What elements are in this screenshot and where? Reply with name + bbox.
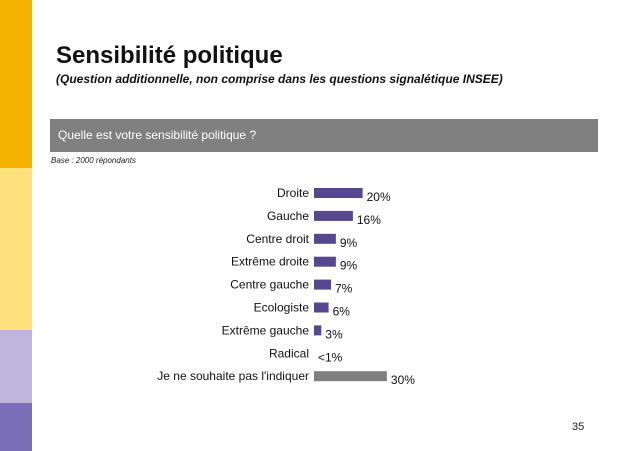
category-label: Extrême droite [231, 255, 309, 269]
category-label: Extrême gauche [222, 323, 310, 337]
bar [314, 371, 387, 382]
value-label: 7% [335, 282, 353, 296]
value-label: 9% [340, 259, 358, 273]
value-label: 20% [367, 190, 391, 204]
value-label: 9% [340, 236, 358, 250]
base-note: Base : 2000 répondants [51, 156, 136, 165]
bar [314, 256, 336, 267]
value-label: 6% [333, 305, 351, 319]
category-label: Ecologiste [254, 301, 310, 315]
page-title: Sensibilité politique [56, 42, 283, 69]
side-bar-orange [0, 0, 32, 168]
category-label: Centre droit [246, 232, 309, 246]
value-label: <1% [318, 350, 343, 364]
category-label: Radical [269, 346, 309, 360]
side-bar-lavender [0, 330, 32, 403]
category-label: Droite [277, 186, 309, 200]
side-bar-purple [0, 403, 32, 451]
question-text: Quelle est votre sensibilité politique ? [58, 128, 257, 142]
category-label: Je ne souhaite pas l'indiquer [157, 369, 309, 383]
bar [314, 210, 353, 221]
page-number: 35 [572, 421, 585, 433]
value-label: 16% [357, 213, 381, 227]
side-bar-yellow [0, 168, 32, 330]
bar [314, 188, 363, 198]
page-subtitle: (Question additionnelle, non comprise da… [56, 72, 503, 86]
question-band: Quelle est votre sensibilité politique ? [50, 119, 598, 152]
bar [314, 325, 322, 336]
value-label: 30% [391, 373, 415, 387]
bar [314, 302, 329, 313]
category-label: Centre gauche [230, 278, 309, 292]
bar [314, 233, 336, 244]
bar [314, 279, 332, 290]
value-label: 3% [325, 327, 343, 341]
category-label: Gauche [267, 209, 309, 223]
